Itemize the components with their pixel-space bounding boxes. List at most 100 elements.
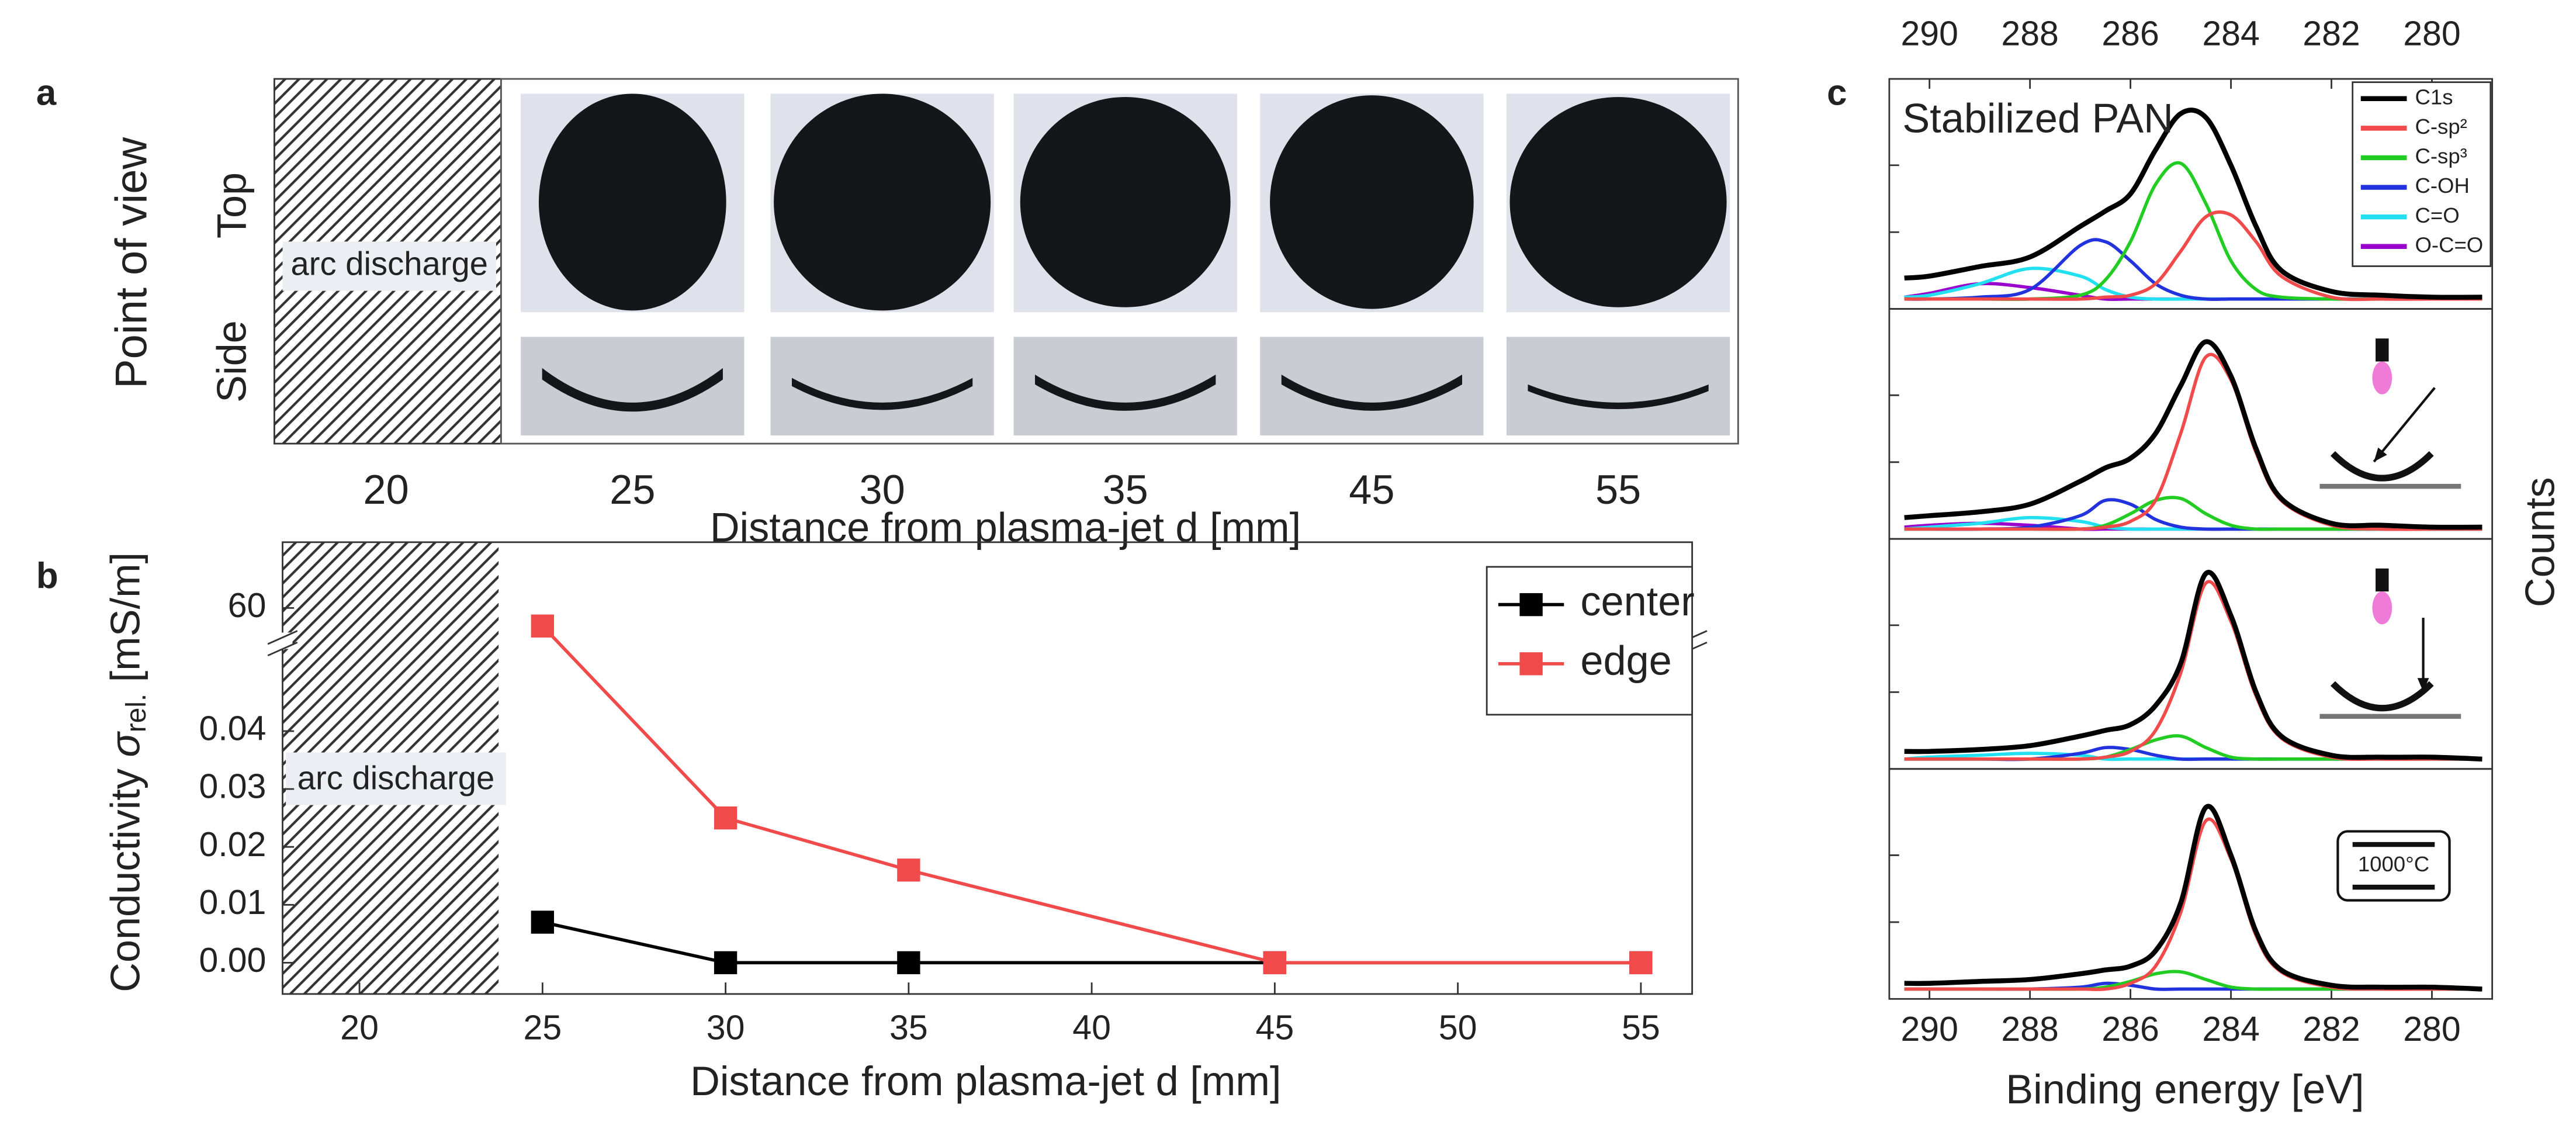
annotation-box	[2336, 830, 2451, 902]
plasma	[2372, 361, 2393, 394]
sample-icon	[2330, 451, 2434, 482]
arrow	[2373, 387, 2436, 463]
sample-icon	[2330, 681, 2434, 712]
x-tick-label: 286	[2101, 1010, 2159, 1048]
x-label: Distance from plasma-jet d [mm]	[710, 504, 1301, 551]
sample-top	[774, 94, 991, 311]
y-tick-label: 0.00	[199, 941, 266, 979]
arrow-head	[2374, 447, 2387, 462]
subplot-title: Stabilized PAN	[1902, 95, 2173, 141]
spectrum	[1904, 804, 2482, 992]
axis-break	[267, 641, 298, 657]
x-tick-label-top: 288	[2001, 15, 2058, 53]
axis-break	[267, 630, 298, 645]
spectrum	[1904, 210, 2482, 302]
marker	[1629, 951, 1653, 975]
y-tick-label: 0.01	[199, 883, 266, 922]
legend-label: O-C=O	[2415, 233, 2484, 257]
x-tick-label-top: 280	[2403, 15, 2460, 53]
y-label: Counts	[2516, 477, 2563, 607]
plasma	[2372, 591, 2393, 625]
sample-top	[1020, 96, 1231, 307]
y-label-part: rel.	[121, 694, 152, 732]
sample-side	[542, 368, 723, 412]
sample-side	[792, 378, 973, 410]
jet-nozzle	[2376, 568, 2389, 592]
x-tick-label: 280	[2403, 1010, 2460, 1048]
row-label: Side	[209, 320, 255, 403]
photos	[521, 94, 1730, 436]
legend-label: C-sp³	[2415, 144, 2467, 168]
panel-label: b	[36, 556, 58, 596]
x-tick-label-top: 290	[1900, 15, 1958, 53]
x-tick-label: 50	[1439, 1008, 1477, 1047]
marker	[531, 910, 555, 934]
sample-side	[1035, 375, 1216, 411]
column-label: 35	[1103, 466, 1148, 513]
panel-label: c	[1827, 72, 1847, 113]
y-label-part: Conductivity	[102, 757, 148, 992]
legend-marker	[1519, 593, 1543, 617]
spectrum	[1904, 108, 2482, 300]
y-label-part: [mS/m]	[102, 552, 148, 694]
x-tick-label: 35	[889, 1008, 928, 1047]
y-label: Point of view	[107, 137, 157, 389]
sample-side	[1281, 375, 1462, 411]
y-label-part: σ	[102, 731, 148, 757]
spectrum	[1904, 570, 2482, 762]
region-label: arc discharge	[291, 245, 488, 282]
column-label: 25	[610, 466, 655, 513]
column-label: 55	[1595, 466, 1641, 513]
legend-label: center	[1580, 578, 1694, 624]
legend-label: C=O	[2415, 203, 2460, 227]
y-tick-label: 0.02	[199, 825, 266, 864]
region-label: arc discharge	[297, 759, 494, 796]
photo-side	[1506, 337, 1730, 436]
x-tick-label: 284	[2202, 1010, 2259, 1048]
legend-box	[2352, 81, 2492, 267]
series-line	[541, 625, 1641, 965]
marker	[714, 806, 738, 830]
sample-side	[1528, 384, 1709, 410]
jet-nozzle	[2376, 338, 2389, 362]
x-tick-label-top: 286	[2101, 15, 2159, 53]
x-tick-label: 55	[1622, 1008, 1660, 1047]
x-tick-label-top: 282	[2303, 15, 2360, 53]
legend-box	[1486, 566, 1693, 716]
column-label: 20	[363, 466, 409, 513]
spectrum	[1904, 352, 2482, 531]
arrow-head	[2417, 678, 2429, 692]
legend-label: edge	[1580, 637, 1671, 683]
x-tick-label: 45	[1256, 1008, 1294, 1047]
region-label-box	[282, 241, 496, 291]
x-tick-label: 20	[340, 1008, 379, 1047]
marker	[531, 614, 555, 638]
region-label-box	[286, 752, 506, 805]
y-label: Conductivity σrel. [mS/m]	[102, 552, 152, 992]
x-tick-label: 30	[707, 1008, 745, 1047]
marker	[897, 951, 920, 975]
subplot-frame	[1888, 538, 2494, 770]
row-label: Top	[209, 172, 255, 238]
x-label: Distance from plasma-jet d [mm]	[690, 1058, 1281, 1104]
y-tick-label: 60	[228, 586, 266, 625]
sample-top	[1509, 96, 1727, 307]
subplot-frame	[1888, 768, 2494, 1000]
marker	[1263, 951, 1287, 975]
sample-top	[538, 94, 726, 311]
x-tick-label-top: 284	[2202, 15, 2259, 53]
panel-label: a	[36, 72, 57, 113]
x-tick-label: 288	[2001, 1010, 2058, 1048]
sample-top	[1270, 95, 1474, 309]
x-label: Binding energy [eV]	[2006, 1066, 2364, 1112]
column-label: 45	[1349, 466, 1394, 513]
y-tick-label: 0.04	[199, 709, 266, 748]
x-tick-label: 282	[2303, 1010, 2360, 1048]
legend-label: C-sp²	[2415, 115, 2467, 139]
spectrum	[1904, 339, 2482, 530]
plot-frame	[282, 541, 1693, 995]
legend-label: C1s	[2415, 85, 2453, 109]
x-tick-label: 25	[524, 1008, 562, 1047]
annotation: 1000°C	[2358, 852, 2429, 876]
